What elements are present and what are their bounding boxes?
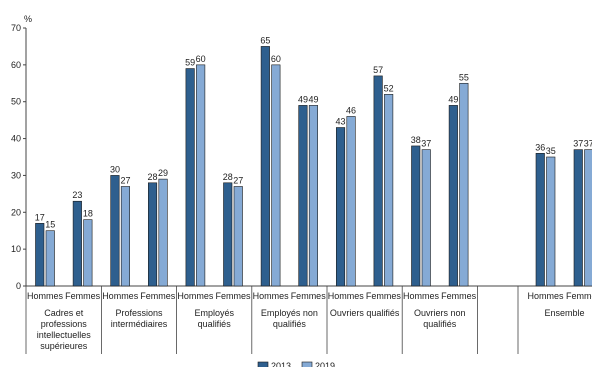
legend-label: 2013 [271, 361, 291, 367]
group-label: supérieures [40, 341, 88, 351]
data-label: 59 [185, 58, 195, 68]
sex-label: Femmes [140, 291, 176, 301]
sex-label: Hommes [177, 291, 214, 301]
bar [233, 186, 243, 287]
bar [223, 182, 233, 287]
bar [45, 230, 55, 287]
sex-label: Hommes [403, 291, 440, 301]
bar [148, 182, 158, 287]
data-label: 65 [260, 35, 270, 45]
data-label: 36 [535, 142, 545, 152]
bar [346, 116, 356, 287]
bar [373, 75, 383, 287]
data-label: 28 [223, 172, 233, 182]
bar [411, 145, 421, 287]
group-label: qualifiés [198, 319, 232, 329]
group-label: qualifiés [273, 319, 307, 329]
data-label: 38 [411, 135, 421, 145]
group-label: Employés non [261, 308, 318, 318]
y-unit-label: % [24, 14, 32, 24]
bar [110, 175, 120, 287]
data-label: 49 [298, 94, 308, 104]
group-label: Ensemble [544, 308, 584, 318]
bar [120, 186, 130, 287]
y-tick-label: 40 [11, 134, 21, 144]
data-label: 23 [72, 190, 82, 200]
sex-label: Femmes [291, 291, 327, 301]
group-label: Professions [115, 308, 163, 318]
bar [384, 94, 394, 287]
group-label: Ouvriers qualifiés [330, 308, 400, 318]
bar [421, 149, 431, 287]
sex-label: Hommes [27, 291, 64, 301]
group-label: qualifiés [423, 319, 457, 329]
sex-label: Hommes [102, 291, 139, 301]
bar [448, 105, 458, 287]
bar [535, 153, 545, 287]
bar [573, 149, 583, 287]
data-label: 27 [120, 175, 130, 185]
bar [335, 127, 346, 287]
data-label: 46 [346, 105, 356, 115]
data-label: 27 [233, 175, 243, 185]
data-label: 28 [148, 172, 158, 182]
bar [158, 178, 168, 287]
data-label: 15 [45, 220, 55, 230]
sex-label: Hommes [328, 291, 365, 301]
bar [260, 46, 270, 287]
bar [584, 149, 592, 287]
group-label: Ouvriers non [414, 308, 466, 318]
data-label: 52 [384, 83, 394, 93]
bar [298, 105, 308, 287]
data-label: 37 [584, 139, 592, 149]
data-label: 60 [196, 54, 206, 64]
legend-label: 2019 [315, 361, 335, 367]
y-tick-label: 60 [11, 60, 21, 70]
y-tick-label: 0 [16, 281, 21, 291]
y-tick-label: 70 [11, 23, 21, 33]
sex-label: Femmes [65, 291, 101, 301]
y-tick-label: 10 [11, 244, 21, 254]
group-label: Cadres et [44, 308, 84, 318]
data-label: 37 [573, 139, 583, 149]
y-tick-label: 50 [11, 97, 21, 107]
sex-label: Femmes [566, 291, 592, 301]
bar [546, 156, 556, 287]
data-label: 35 [546, 146, 556, 156]
bar [35, 223, 45, 287]
sex-label: Hommes [253, 291, 290, 301]
data-label: 55 [459, 72, 469, 82]
bar [72, 200, 82, 287]
data-label: 60 [271, 54, 281, 64]
bar [185, 68, 195, 287]
legend-swatch [257, 361, 269, 367]
sex-label: Femmes [441, 291, 477, 301]
group-label: professions [41, 319, 88, 329]
sex-label: Femmes [215, 291, 251, 301]
bar [459, 82, 469, 287]
sex-label: Hommes [527, 291, 564, 301]
data-label: 43 [336, 117, 346, 127]
data-label: 57 [373, 65, 383, 75]
legend-swatch [301, 361, 313, 367]
data-label: 18 [83, 209, 93, 219]
data-label: 49 [308, 94, 318, 104]
sex-label: Femmes [366, 291, 402, 301]
data-label: 49 [448, 94, 458, 104]
group-label: intellectuelles [37, 330, 92, 340]
data-label: 29 [158, 168, 168, 178]
group-label: Employés [194, 308, 234, 318]
bar [83, 219, 93, 287]
y-tick-label: 20 [11, 207, 21, 217]
bar [308, 105, 319, 287]
group-label: intermédiaires [111, 319, 168, 329]
data-label: 37 [421, 139, 431, 149]
data-label: 17 [35, 212, 45, 222]
bar [271, 64, 281, 287]
bar [196, 64, 206, 287]
data-label: 30 [110, 164, 120, 174]
y-tick-label: 30 [11, 170, 21, 180]
